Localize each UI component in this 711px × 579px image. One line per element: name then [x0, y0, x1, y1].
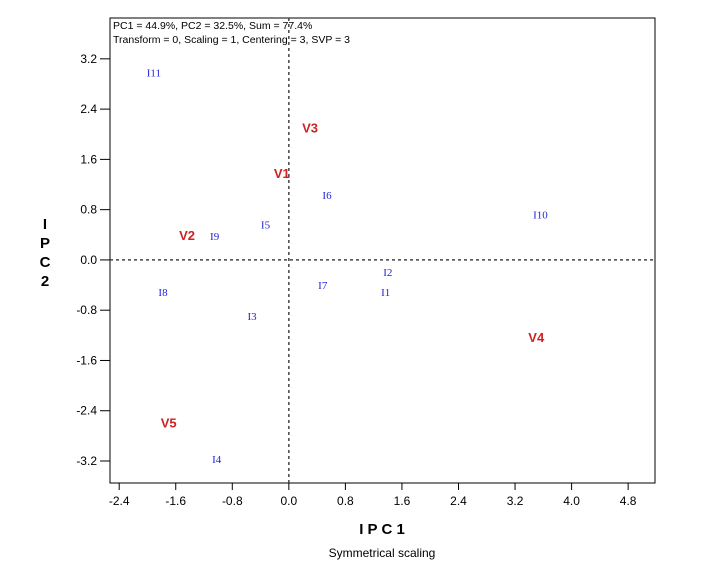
- x-tick-label: 0.0: [280, 494, 297, 508]
- x-axis: -2.4 -1.6 -0.8 0.0 0.8 1.6 2.4 3.2 4.0 4.8: [109, 483, 637, 508]
- reference-lines: [110, 18, 655, 483]
- genotype-point-i8: I8: [158, 287, 168, 299]
- x-tick-label: -0.8: [222, 494, 243, 508]
- info-line-2: Transform = 0, Scaling = 1, Centering = …: [113, 34, 350, 46]
- genotype-point-i3: I3: [247, 311, 257, 323]
- data-points: I1 I2 I3 I4 I5 I6 I7 I8 I9 I10 I11 V1 V2 V3 V4 V5: [147, 68, 549, 466]
- plot-frame: [109, 17, 656, 484]
- x-tick-label: -1.6: [165, 494, 186, 508]
- environment-point-v5: V5: [161, 415, 177, 430]
- genotype-point-i9: I9: [210, 231, 220, 243]
- x-tick-label: 4.8: [620, 494, 637, 508]
- y-tick-label: 0.8: [80, 203, 97, 217]
- y-tick-label: -0.8: [76, 303, 97, 317]
- genotype-point-i4: I4: [212, 454, 222, 466]
- x-tick-label: 1.6: [394, 494, 411, 508]
- genotype-point-i5: I5: [261, 220, 271, 232]
- genotype-point-i10: I10: [533, 210, 548, 222]
- y-tick-label: -3.2: [76, 454, 97, 468]
- y-axis-title: IPC2: [37, 216, 54, 292]
- y-tick-label: 1.6: [80, 152, 97, 166]
- y-tick-label: 0.0: [80, 253, 97, 267]
- x-tick-label: 3.2: [507, 494, 524, 508]
- y-tick-label: 3.2: [80, 52, 97, 66]
- x-tick-label: 2.4: [450, 494, 467, 508]
- genotype-point-i11: I11: [147, 68, 161, 80]
- environment-point-v2: V2: [179, 228, 195, 243]
- y-axis: 3.2 2.4 1.6 0.8 0.0 -0.8 -1.6 -2.4 -3.2: [76, 52, 110, 468]
- y-tick-label: -1.6: [76, 353, 97, 367]
- x-tick-label: -2.4: [109, 494, 130, 508]
- x-axis-title: I P C 1: [359, 521, 405, 538]
- y-tick-label: -2.4: [76, 404, 97, 418]
- environment-point-v3: V3: [302, 121, 318, 136]
- genotype-point-i1: I1: [381, 287, 390, 299]
- info-line-1: PC1 = 44.9%, PC2 = 32.5%, Sum = 77.4%: [113, 20, 312, 32]
- environment-point-v1: V1: [274, 166, 290, 181]
- chart-subtitle: Symmetrical scaling: [329, 546, 436, 560]
- x-tick-label: 4.0: [563, 494, 580, 508]
- x-tick-label: 0.8: [337, 494, 354, 508]
- genotype-point-i2: I2: [383, 267, 392, 279]
- genotype-point-i7: I7: [318, 280, 328, 292]
- genotype-point-i6: I6: [322, 190, 332, 202]
- y-tick-label: 2.4: [80, 102, 97, 116]
- environment-point-v4: V4: [528, 330, 545, 345]
